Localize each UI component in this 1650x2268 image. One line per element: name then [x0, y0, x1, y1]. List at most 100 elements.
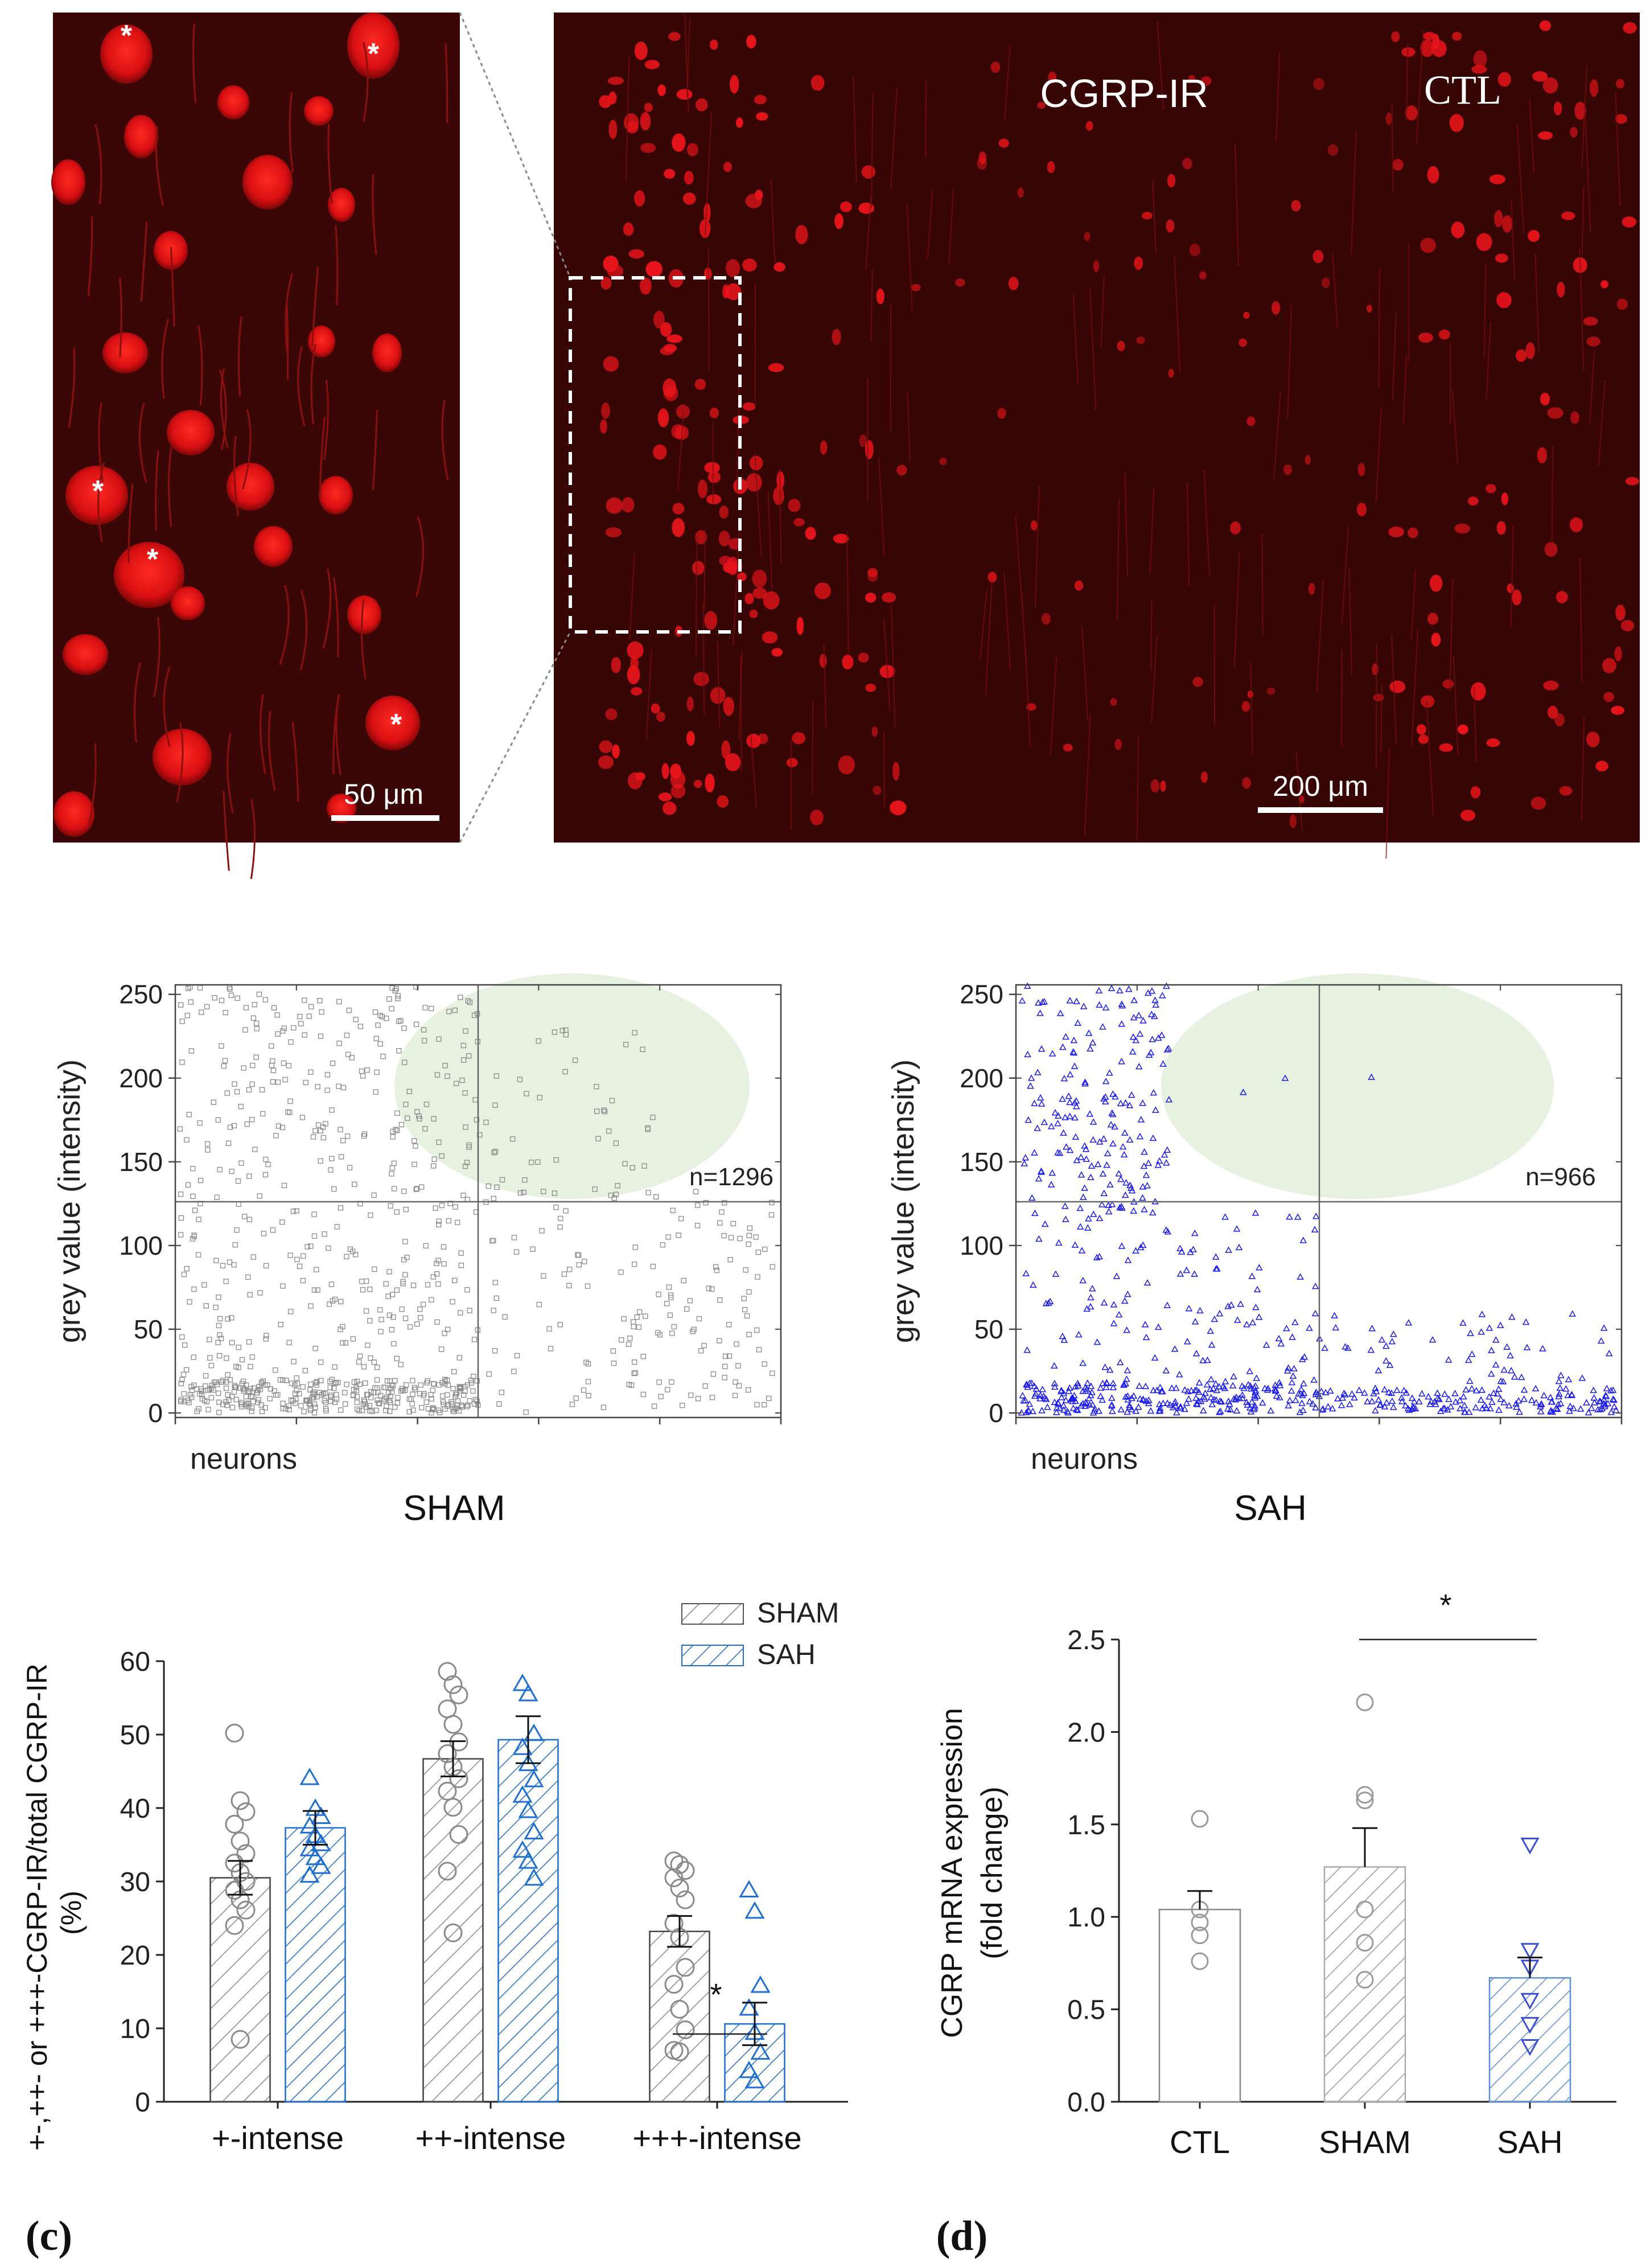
scatter-point [312, 1345, 318, 1351]
neuron-cell [1471, 65, 1487, 74]
scatter-point [214, 1194, 220, 1200]
scatter-point [1176, 1371, 1183, 1378]
y-tick-label: 0.0 [1067, 2088, 1105, 2118]
scatter-point [1109, 1140, 1117, 1147]
neuron-cell [347, 595, 381, 634]
neuron-cell [640, 143, 656, 153]
scatter-point [1211, 1316, 1219, 1322]
nerve-fiber [812, 701, 814, 795]
scatter-point [1405, 1406, 1413, 1413]
scatter-point [613, 1191, 619, 1197]
scatter-point [601, 1107, 607, 1113]
scatter-point [1118, 1242, 1126, 1249]
scatter-point [471, 1374, 476, 1379]
scatter-point [1276, 1382, 1284, 1388]
scatter-point [1072, 1383, 1079, 1390]
scatter-point [540, 1189, 546, 1194]
scatter-point [381, 1398, 386, 1404]
scatter-point [622, 1161, 628, 1166]
neuron-cell [608, 91, 617, 105]
scatter-point [269, 1043, 274, 1049]
nerve-fiber [1473, 687, 1477, 762]
scatter-point [402, 1239, 408, 1244]
scatter-point [1147, 1407, 1155, 1414]
scatter-point [1099, 1023, 1106, 1030]
scatter-point [1098, 1201, 1106, 1207]
neuron-cell [686, 731, 695, 746]
scatter-point [1024, 1050, 1031, 1058]
neuron-cell [706, 494, 722, 504]
scatter-point [1077, 1153, 1085, 1160]
scatter-point [1297, 1386, 1305, 1392]
scatter-point [246, 1388, 252, 1394]
neuron-cell [1405, 105, 1418, 121]
scatter-point [1046, 1297, 1054, 1304]
neuron-cell [656, 712, 665, 722]
data-point [524, 1769, 544, 1788]
panel-label-d: (d) [936, 2213, 987, 2259]
scatter-point [281, 1060, 287, 1066]
scatter-point [1228, 1301, 1235, 1308]
scatter-point [1487, 1404, 1494, 1412]
scatter-point [342, 1390, 348, 1396]
nerve-fiber [361, 599, 367, 680]
scatter-point [1295, 1390, 1302, 1397]
bar [1323, 1866, 1406, 2103]
neuron-cell [347, 13, 400, 79]
scatter-point [450, 1299, 455, 1305]
scatter-point [275, 1079, 281, 1085]
data-point [236, 1802, 256, 1821]
scatter-point [1492, 1336, 1500, 1343]
scatter-point [216, 1295, 221, 1300]
scatter-point [383, 1407, 389, 1414]
neuron-cell [771, 648, 783, 657]
scatter-point [280, 1400, 286, 1407]
neuron-cell [600, 419, 607, 434]
scatter-point [1168, 1384, 1176, 1391]
scatter-point [1128, 1184, 1135, 1191]
neuron-cell [1540, 392, 1550, 406]
scatter-point [1135, 1063, 1143, 1070]
scatter-point [1207, 1375, 1215, 1382]
scatter-point [1150, 1386, 1157, 1394]
scatter-point [1040, 998, 1048, 1005]
neuron-cell [746, 734, 761, 748]
scatter-point [722, 1200, 727, 1206]
neuron-cell [1525, 342, 1535, 359]
scatter-point [626, 1341, 632, 1347]
scatter-point [405, 1115, 410, 1121]
neuron-cell [737, 572, 747, 581]
scatter-point [1169, 1403, 1177, 1411]
scatter-point [371, 1390, 377, 1396]
data-point [739, 1880, 759, 1897]
scatter-point [1451, 1390, 1459, 1396]
scatter-point [1515, 1397, 1523, 1404]
scatter-point [1122, 1179, 1130, 1186]
scatter-point [458, 1310, 463, 1316]
y-tick-label: 50 [974, 1314, 1003, 1344]
scatter-point [224, 1403, 230, 1408]
scatter-point [1370, 1390, 1377, 1396]
scatter-point [1071, 1062, 1079, 1069]
scatter-point [1178, 1248, 1186, 1255]
scatter-point [1324, 1403, 1332, 1410]
scatter-point [184, 1137, 190, 1143]
data-point [231, 2029, 250, 2049]
nerve-fiber [1235, 145, 1240, 266]
neuron-cell [704, 462, 720, 474]
neuron-cell [630, 656, 639, 671]
scatter-point [1039, 1386, 1047, 1392]
scatter-point [329, 1377, 335, 1382]
scatter-point [713, 1264, 719, 1270]
scatter-point [1029, 1281, 1037, 1288]
scatter-point [243, 1005, 249, 1010]
scatter-point [669, 1379, 674, 1385]
scatter-point [1019, 1392, 1026, 1399]
scatter-point [413, 1143, 418, 1149]
data-points [1191, 1693, 1540, 2056]
scatter-point [270, 1067, 277, 1073]
neuron-cell [1408, 527, 1418, 539]
neuron-cell [752, 569, 767, 588]
neuron-cell [805, 527, 816, 540]
scatter-point [1195, 1379, 1203, 1386]
